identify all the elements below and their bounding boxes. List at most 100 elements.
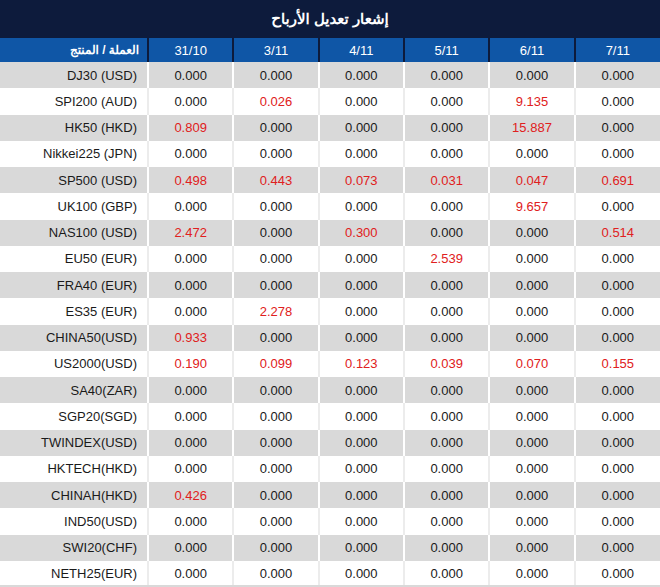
value-cell: 0.000 (575, 272, 660, 298)
value-cell: 0.070 (489, 351, 574, 377)
value-cell: 0.000 (148, 377, 233, 403)
product-cell: SPI200 (AUD) (0, 88, 148, 114)
value-cell: 0.000 (148, 535, 233, 561)
page-title: إشعار تعديل الأرباح (0, 0, 660, 38)
value-cell: 0.000 (319, 62, 404, 88)
value-cell: 0.000 (148, 430, 233, 456)
value-cell: 0.000 (233, 141, 318, 167)
value-cell: 0.300 (319, 220, 404, 246)
column-header-date-1: 31/10 (148, 38, 233, 62)
value-cell: 0.000 (489, 535, 574, 561)
value-cell: 0.000 (404, 403, 489, 429)
table-row: IND50(USD)0.0000.0000.0000.0000.0000.000 (0, 508, 660, 534)
table-row: UK100 (GBP)0.0000.0000.0000.0009.6570.00… (0, 193, 660, 219)
value-cell: 0.000 (148, 88, 233, 114)
value-cell: 0.000 (148, 561, 233, 587)
value-cell: 0.443 (233, 167, 318, 193)
value-cell: 0.000 (575, 430, 660, 456)
table-row: NETH25(EUR)0.0000.0000.0000.0000.0000.00… (0, 561, 660, 587)
column-header-date-6: 7/11 (575, 38, 660, 62)
product-cell: TWINDEX(USD) (0, 430, 148, 456)
table-row: SGP20(SGD)0.0000.0000.0000.0000.0000.000 (0, 403, 660, 429)
value-cell: 0.000 (148, 272, 233, 298)
value-cell: 9.657 (489, 193, 574, 219)
value-cell: 0.000 (319, 456, 404, 482)
value-cell: 0.000 (233, 377, 318, 403)
value-cell: 0.000 (319, 88, 404, 114)
value-cell: 0.000 (575, 115, 660, 141)
value-cell: 0.000 (319, 298, 404, 324)
column-header-date-3: 4/11 (319, 38, 404, 62)
table-row: US2000(USD)0.1900.0990.1230.0390.0700.15… (0, 351, 660, 377)
value-cell: 2.472 (148, 220, 233, 246)
product-cell: EU50 (EUR) (0, 246, 148, 272)
value-cell: 0.000 (233, 508, 318, 534)
value-cell: 0.000 (148, 62, 233, 88)
product-cell: SGP20(SGD) (0, 403, 148, 429)
value-cell: 0.000 (404, 377, 489, 403)
table-row: HK50 (HKD)0.8090.0000.0000.00015.8870.00… (0, 115, 660, 141)
value-cell: 0.000 (575, 403, 660, 429)
product-cell: FRA40 (EUR) (0, 272, 148, 298)
value-cell: 0.000 (404, 482, 489, 508)
value-cell: 0.026 (233, 88, 318, 114)
value-cell: 0.000 (404, 561, 489, 587)
value-cell: 0.000 (404, 508, 489, 534)
value-cell: 0.000 (404, 220, 489, 246)
value-cell: 0.000 (489, 325, 574, 351)
header-row: العملة / المنتج 31/10 3/11 4/11 5/11 6/1… (0, 38, 660, 62)
value-cell: 0.000 (233, 535, 318, 561)
table-row: ES35 (EUR)0.0002.2780.0000.0000.0000.000 (0, 298, 660, 324)
value-cell: 0.000 (404, 325, 489, 351)
value-cell: 9.135 (489, 88, 574, 114)
value-cell: 0.000 (489, 272, 574, 298)
value-cell: 0.000 (233, 246, 318, 272)
value-cell: 0.000 (489, 482, 574, 508)
value-cell: 0.000 (319, 508, 404, 534)
value-cell: 0.000 (575, 246, 660, 272)
value-cell: 0.000 (489, 141, 574, 167)
value-cell: 0.000 (319, 115, 404, 141)
value-cell: 0.000 (233, 115, 318, 141)
product-cell: HK50 (HKD) (0, 115, 148, 141)
table-row: EU50 (EUR)0.0000.0000.0002.5390.0000.000 (0, 246, 660, 272)
value-cell: 0.000 (404, 193, 489, 219)
table-row: FRA40 (EUR)0.0000.0000.0000.0000.0000.00… (0, 272, 660, 298)
table-row: Nikkei225 (JPN)0.0000.0000.0000.0000.000… (0, 141, 660, 167)
value-cell: 0.000 (404, 141, 489, 167)
value-cell: 0.047 (489, 167, 574, 193)
table-header: العملة / المنتج 31/10 3/11 4/11 5/11 6/1… (0, 38, 660, 62)
value-cell: 0.000 (404, 535, 489, 561)
value-cell: 0.809 (148, 115, 233, 141)
value-cell: 0.000 (575, 193, 660, 219)
column-header-date-4: 5/11 (404, 38, 489, 62)
value-cell: 0.000 (148, 403, 233, 429)
value-cell: 0.000 (404, 430, 489, 456)
table-row: SA40(ZAR)0.0000.0000.0000.0000.0000.000 (0, 377, 660, 403)
dividend-notice-panel: إشعار تعديل الأرباح العملة / المنتج 31/1… (0, 0, 660, 587)
value-cell: 0.000 (233, 62, 318, 88)
value-cell: 0.073 (319, 167, 404, 193)
value-cell: 0.000 (489, 377, 574, 403)
product-cell: UK100 (GBP) (0, 193, 148, 219)
value-cell: 0.000 (404, 115, 489, 141)
column-header-date-5: 6/11 (489, 38, 574, 62)
product-cell: NETH25(EUR) (0, 561, 148, 587)
value-cell: 0.514 (575, 220, 660, 246)
value-cell: 0.000 (575, 141, 660, 167)
value-cell: 0.426 (148, 482, 233, 508)
table-row: SP500 (USD)0.4980.4430.0730.0310.0470.69… (0, 167, 660, 193)
table-row: SPI200 (AUD)0.0000.0260.0000.0009.1350.0… (0, 88, 660, 114)
table-row: TWINDEX(USD)0.0000.0000.0000.0000.0000.0… (0, 430, 660, 456)
value-cell: 2.278 (233, 298, 318, 324)
value-cell: 0.000 (319, 193, 404, 219)
value-cell: 0.000 (575, 325, 660, 351)
value-cell: 0.000 (319, 535, 404, 561)
value-cell: 0.000 (319, 561, 404, 587)
table-row: HKTECH(HKD)0.0000.0000.0000.0000.0000.00… (0, 456, 660, 482)
value-cell: 0.000 (233, 325, 318, 351)
value-cell: 0.000 (489, 456, 574, 482)
table-row: SWI20(CHF)0.0000.0000.0000.0000.0000.000 (0, 535, 660, 561)
product-cell: SP500 (USD) (0, 167, 148, 193)
value-cell: 0.000 (319, 325, 404, 351)
